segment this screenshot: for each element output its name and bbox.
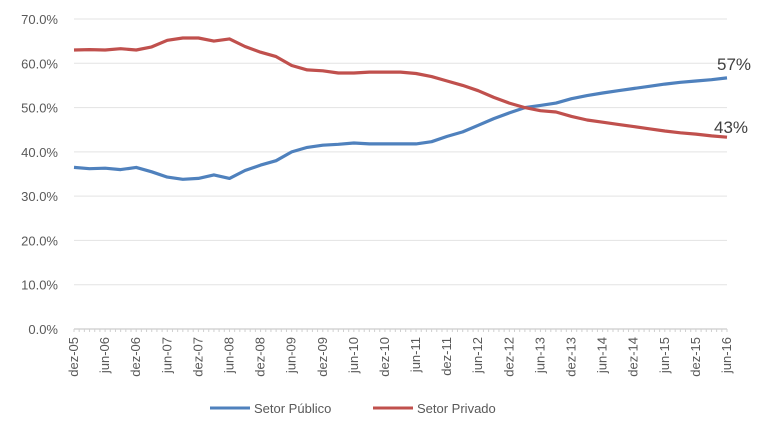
x-tick-label: jun-15 (657, 337, 672, 374)
y-tick-label: 20.0% (21, 233, 58, 248)
legend-label: Setor Privado (417, 401, 496, 416)
series-lines (73, 36, 728, 181)
y-tick-label: 70.0% (21, 12, 58, 27)
y-axis: 0.0% 10.0% 20.0% 30.0% 40.0% 50.0% 60.0% 70.0% (21, 12, 58, 337)
x-tick-label: jun-14 (595, 337, 610, 374)
x-tick-label: jun-09 (284, 337, 299, 374)
series-line-setor-publico (73, 76, 728, 181)
x-tick-label: dez-06 (128, 337, 143, 377)
end-label: 57% (717, 55, 751, 74)
x-tick-label: dez-13 (564, 337, 579, 377)
x-tick-label: jun-06 (97, 337, 112, 374)
gridlines (74, 18, 727, 330)
x-tick-label: dez-11 (439, 337, 454, 376)
x-tick-label: jun-13 (532, 337, 547, 374)
legend: Setor Público Setor Privado (210, 401, 496, 416)
x-tick-label: dez-09 (315, 337, 330, 377)
x-tick-label: dez-15 (688, 337, 703, 377)
x-tick-label: dez-14 (626, 337, 641, 377)
x-tick-label: jun-11 (408, 337, 423, 373)
x-tick-label: jun-12 (470, 337, 485, 374)
x-tick-label: dez-07 (190, 337, 205, 377)
y-tick-label: 30.0% (21, 189, 58, 204)
x-axis: dez-05 jun-06 dez-06 jun-07 dez-07 jun-08 dez-… (66, 329, 734, 377)
y-tick-label: 50.0% (21, 101, 58, 116)
x-tick-label: dez-12 (501, 337, 516, 377)
x-tick-label: dez-08 (253, 337, 268, 377)
series-line-setor-privado (73, 36, 728, 139)
y-tick-label: 60.0% (21, 56, 58, 71)
y-tick-label: 0.0% (28, 322, 58, 337)
end-label: 43% (714, 118, 748, 137)
x-tick-label: jun-07 (159, 337, 174, 374)
x-tick-label: jun-16 (719, 337, 734, 374)
x-tick-label: jun-08 (221, 337, 236, 374)
x-tick-label: dez-05 (66, 337, 81, 377)
x-tick-label: dez-10 (377, 337, 392, 377)
y-tick-label: 10.0% (21, 278, 58, 293)
y-tick-label: 40.0% (21, 145, 58, 160)
x-tick-label: jun-10 (346, 337, 361, 374)
legend-label: Setor Público (254, 401, 331, 416)
end-labels: 57% 43% (714, 55, 751, 137)
